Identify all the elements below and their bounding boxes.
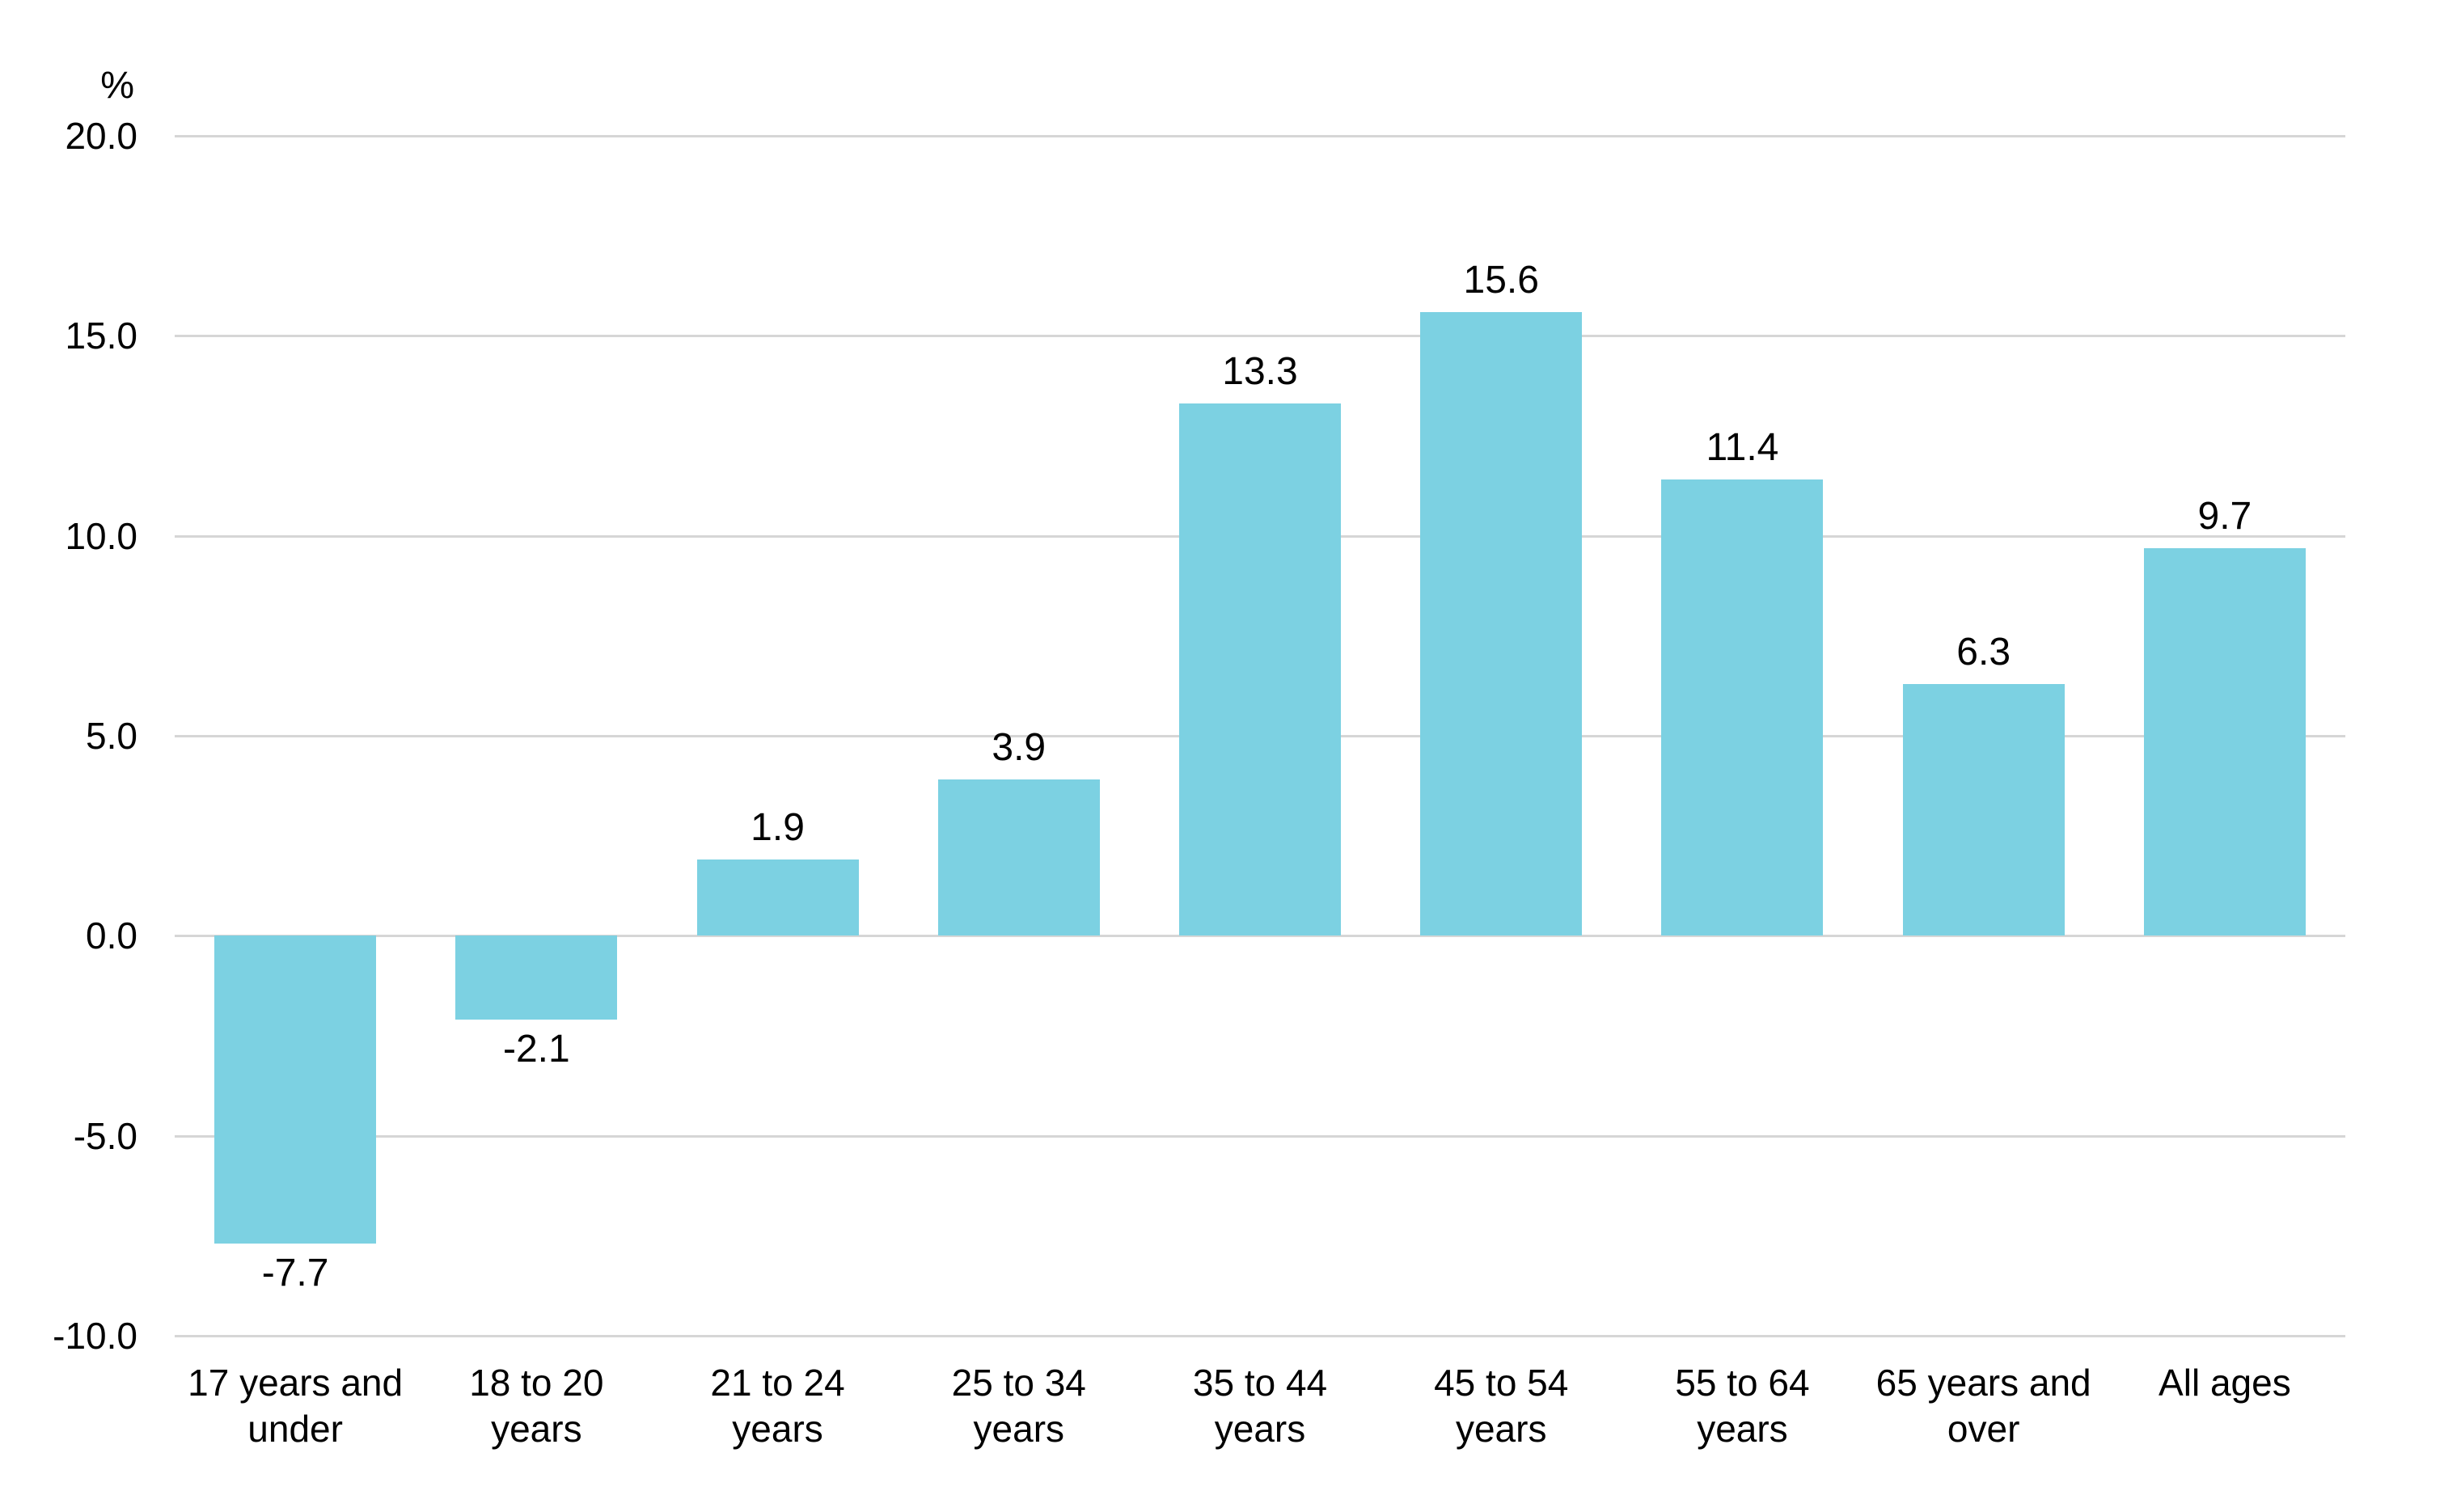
bar-value-label: -2.1 bbox=[502, 1028, 570, 1071]
bar bbox=[1661, 479, 1824, 936]
x-axis-category-label-line: years bbox=[732, 1408, 823, 1450]
x-axis-category-label-line: 35 to 44 bbox=[1192, 1362, 1328, 1404]
x-axis-category-label-line: under bbox=[247, 1408, 343, 1450]
x-axis-category-label: 25 to 34 years bbox=[952, 1360, 1086, 1452]
gridline bbox=[175, 935, 2345, 938]
y-axis-tick-label: -10.0 bbox=[53, 1315, 137, 1357]
x-axis-category-label-line: All ages bbox=[2159, 1362, 2291, 1404]
x-axis-category-label: 21 to 24 years bbox=[710, 1360, 844, 1452]
y-axis-tick-label: 10.0 bbox=[65, 514, 137, 557]
gridline bbox=[175, 1335, 2345, 1337]
bar bbox=[937, 779, 1100, 936]
x-axis-category-label-line: years bbox=[491, 1408, 582, 1450]
y-axis-tick-label: 0.0 bbox=[86, 914, 137, 957]
bar-value-label: 3.9 bbox=[992, 726, 1047, 770]
gridline bbox=[175, 135, 2345, 137]
gridline bbox=[175, 335, 2345, 338]
x-axis-category-label-line: over bbox=[1947, 1408, 2020, 1450]
bar bbox=[696, 859, 859, 936]
x-axis-category-label-line: years bbox=[1214, 1408, 1306, 1450]
x-axis-category-label: 55 to 64 years bbox=[1675, 1360, 1809, 1452]
x-axis-category-label: 65 years and over bbox=[1876, 1360, 2091, 1452]
y-axis-unit-label: % bbox=[100, 63, 134, 106]
y-axis-tick-label: -5.0 bbox=[73, 1114, 137, 1157]
y-axis-tick-label: 5.0 bbox=[86, 715, 137, 757]
bar bbox=[2143, 547, 2306, 936]
bar-value-label: 6.3 bbox=[1956, 630, 2011, 674]
x-axis-category-label-line: 45 to 54 bbox=[1434, 1362, 1569, 1404]
bar-value-label: 9.7 bbox=[2197, 494, 2252, 538]
x-axis-category-label: 18 to 20 years bbox=[469, 1360, 603, 1452]
x-axis-category-label-line: 65 years and bbox=[1875, 1362, 2091, 1404]
bar-value-label: 13.3 bbox=[1222, 350, 1298, 394]
x-axis-category-label: 17 years and under bbox=[188, 1360, 403, 1452]
bar-value-label: 11.4 bbox=[1706, 426, 1779, 470]
x-axis-category-label-line: 55 to 64 bbox=[1675, 1362, 1810, 1404]
bar bbox=[455, 935, 618, 1020]
y-axis-tick-label: 15.0 bbox=[65, 315, 137, 357]
y-axis-tick-label: 20.0 bbox=[65, 115, 137, 157]
bar-value-label: 15.6 bbox=[1463, 258, 1539, 302]
x-axis-category-label-line: years bbox=[1697, 1408, 1788, 1450]
gridline bbox=[175, 1134, 2345, 1138]
x-axis-category-label: 45 to 54 years bbox=[1434, 1360, 1568, 1452]
bar bbox=[214, 935, 377, 1244]
bar-value-label: -7.7 bbox=[261, 1252, 329, 1295]
x-axis-category-label-line: years bbox=[973, 1408, 1065, 1450]
x-axis-category-label-line: years bbox=[1455, 1408, 1547, 1450]
bar bbox=[1179, 403, 1341, 936]
x-axis-category-label-line: 18 to 20 bbox=[469, 1362, 604, 1404]
x-axis-category-label-line: 21 to 24 bbox=[710, 1362, 845, 1404]
bar bbox=[1420, 311, 1583, 936]
bar bbox=[1902, 683, 2065, 936]
x-axis-category-label-line: 17 years and bbox=[188, 1362, 404, 1404]
x-axis-category-label: 35 to 44 years bbox=[1193, 1360, 1327, 1452]
bar-value-label: 1.9 bbox=[751, 806, 805, 850]
x-axis-category-label-line: 25 to 34 bbox=[951, 1362, 1086, 1404]
x-axis-category-label: All ages bbox=[2159, 1360, 2291, 1406]
